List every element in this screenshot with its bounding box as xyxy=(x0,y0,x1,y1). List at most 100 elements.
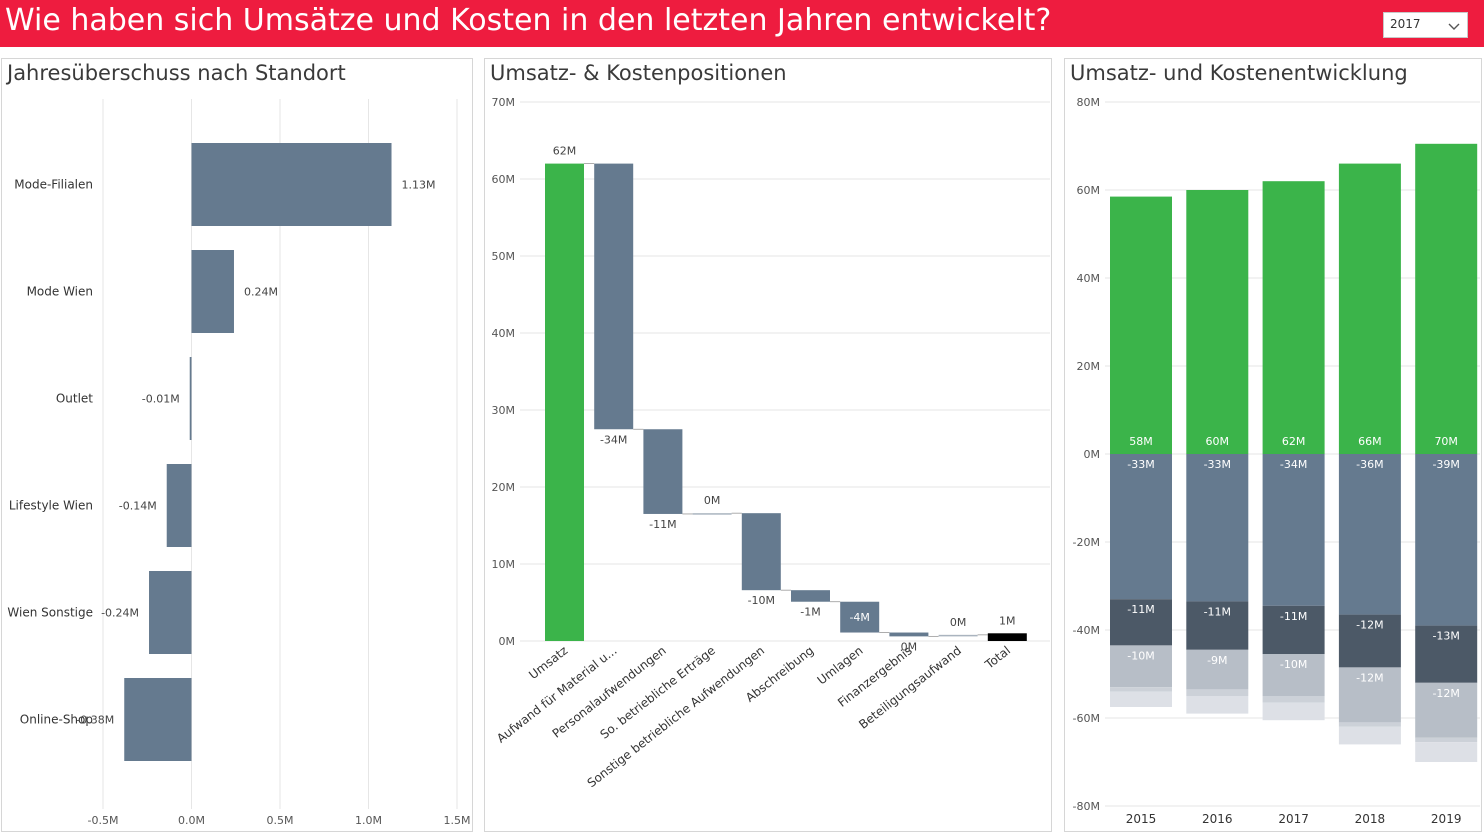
panel-umsatz-kostenpositionen: Umsatz- & Kostenpositionen 0M 10M 20M 30M 40… xyxy=(484,58,1052,832)
data-label: -11M xyxy=(1127,603,1154,616)
waterfall-bar xyxy=(594,163,634,430)
y-tick-label: 60M xyxy=(492,173,516,186)
panel-title-entwicklung: Umsatz- und Kostenentwicklung xyxy=(1070,61,1408,85)
stacked-segment xyxy=(1262,454,1325,606)
x-tick-label: 1.0M xyxy=(355,814,382,827)
data-label: -12M xyxy=(1432,687,1459,700)
panel-title-jahresueberschuss: Jahresüberschuss nach Standort xyxy=(7,61,346,85)
stacked-segment xyxy=(1186,454,1249,602)
category-label: Total xyxy=(982,643,1013,672)
category-label: Outlet xyxy=(56,392,93,406)
stacked-segment xyxy=(1415,454,1478,626)
data-label: 0M xyxy=(901,640,918,653)
y-tick-label: 20M xyxy=(492,481,516,494)
y-tick-label: 20M xyxy=(1077,360,1101,373)
data-label: -12M xyxy=(1356,671,1383,684)
year-dropdown-value: 2017 xyxy=(1390,17,1421,31)
data-label: -0.38M xyxy=(76,714,114,727)
waterfall-bar xyxy=(987,633,1027,641)
category-label: Mode Wien xyxy=(27,285,93,299)
data-label: -33M xyxy=(1127,458,1154,471)
stacked-segment xyxy=(1110,645,1172,688)
data-label: -10M xyxy=(1280,658,1307,671)
page-title: Wie haben sich Umsätze und Kosten in den… xyxy=(5,3,1052,38)
waterfall-bar xyxy=(791,590,830,602)
data-label: -12M xyxy=(1356,619,1383,632)
stacked-segment xyxy=(1415,143,1478,455)
stacked-segment xyxy=(1110,196,1172,454)
chevron-down-icon xyxy=(1448,23,1460,30)
x-tick-label: 2019 xyxy=(1431,812,1462,826)
waterfall-bar xyxy=(545,163,584,641)
data-label: -10M xyxy=(748,594,775,607)
y-tick-label: 0M xyxy=(499,635,516,648)
stacked-segment xyxy=(1110,687,1172,692)
data-label: -0.01M xyxy=(142,393,180,406)
data-label: 62M xyxy=(553,145,577,158)
bar-online-shop xyxy=(124,678,192,761)
data-label: 0M xyxy=(704,494,721,507)
bar-mode-filialen xyxy=(191,143,392,226)
stacked-segment xyxy=(1262,696,1325,703)
stacked-segment xyxy=(1110,454,1172,600)
x-tick-label: 2015 xyxy=(1126,812,1157,826)
x-tick-label: -0.5M xyxy=(88,814,119,827)
stacked-segment xyxy=(1338,163,1401,454)
y-tick-label: 50M xyxy=(492,250,516,263)
y-tick-label: -60M xyxy=(1073,712,1100,725)
waterfall-bar xyxy=(741,513,781,591)
stacked-segment xyxy=(1110,599,1172,646)
data-label: -34M xyxy=(1280,458,1307,471)
stacked-segment xyxy=(1186,696,1249,714)
data-label: 66M xyxy=(1358,435,1382,448)
data-label: 0.24M xyxy=(244,286,278,299)
stacked-segment xyxy=(1262,181,1325,454)
stacked-segment xyxy=(1186,689,1249,696)
bar-mode-wien xyxy=(191,250,234,333)
waterfall-bar xyxy=(938,634,978,637)
data-label: -0.14M xyxy=(119,500,157,513)
stacked-segment xyxy=(1262,702,1325,721)
stacked-segment xyxy=(1338,454,1401,615)
stacked-segment xyxy=(1262,654,1325,696)
x-tick-label: 2018 xyxy=(1355,812,1386,826)
data-label: 60M xyxy=(1206,435,1230,448)
y-tick-label: 40M xyxy=(1077,272,1101,285)
stacked-segment xyxy=(1186,601,1249,650)
data-label: 0M xyxy=(950,616,967,629)
panel-jahresueberschuss: Jahresüberschuss nach Standort -0.5M 0.0M… xyxy=(1,58,473,832)
header-bar: Wie haben sich Umsätze und Kosten in den… xyxy=(0,0,1484,47)
x-tick-label: 0.0M xyxy=(178,814,205,827)
stacked-segment xyxy=(1415,682,1478,738)
category-label: Mode-Filialen xyxy=(14,178,93,192)
stacked-segment xyxy=(1186,649,1249,690)
data-label: 70M xyxy=(1434,435,1458,448)
waterfall-bar xyxy=(889,632,929,637)
y-tick-label: 10M xyxy=(492,558,516,571)
data-label: 58M xyxy=(1129,435,1153,448)
data-label: -11M xyxy=(1280,610,1307,623)
y-tick-label: -80M xyxy=(1073,800,1100,813)
panel-umsatz-kostenentwicklung: Umsatz- und Kostenentwicklung -80M -60M -4… xyxy=(1064,58,1482,832)
chart-stacked-years: -80M -60M -40M -20M 0M 20M 40M 60M 80M 58M -33M -11… xyxy=(1073,96,1480,826)
stacked-segment xyxy=(1186,190,1249,454)
data-label: -11M xyxy=(649,518,676,531)
category-label: Online-Shop xyxy=(20,713,93,727)
waterfall-bar xyxy=(643,429,683,514)
data-label: -11M xyxy=(1204,605,1231,618)
bar-outlet xyxy=(189,357,192,440)
stacked-segment xyxy=(1338,614,1401,668)
stacked-segment xyxy=(1338,722,1401,727)
data-label: -13M xyxy=(1432,630,1459,643)
stacked-segment xyxy=(1338,726,1401,745)
category-label: Umsatz xyxy=(526,643,570,682)
waterfall-bar xyxy=(840,601,880,633)
year-dropdown[interactable]: 2017 xyxy=(1383,12,1468,38)
stacked-segment xyxy=(1110,691,1172,707)
y-tick-label: 40M xyxy=(492,327,516,340)
stacked-segment xyxy=(1262,605,1325,655)
chart-waterfall: 0M10M20M30M40M50M60M70M62MUmsatz-34MAufw… xyxy=(492,96,1050,790)
data-label: -9M xyxy=(1207,654,1227,667)
bar-wien-sonstige xyxy=(149,571,192,654)
x-tick-label: 2016 xyxy=(1202,812,1233,826)
